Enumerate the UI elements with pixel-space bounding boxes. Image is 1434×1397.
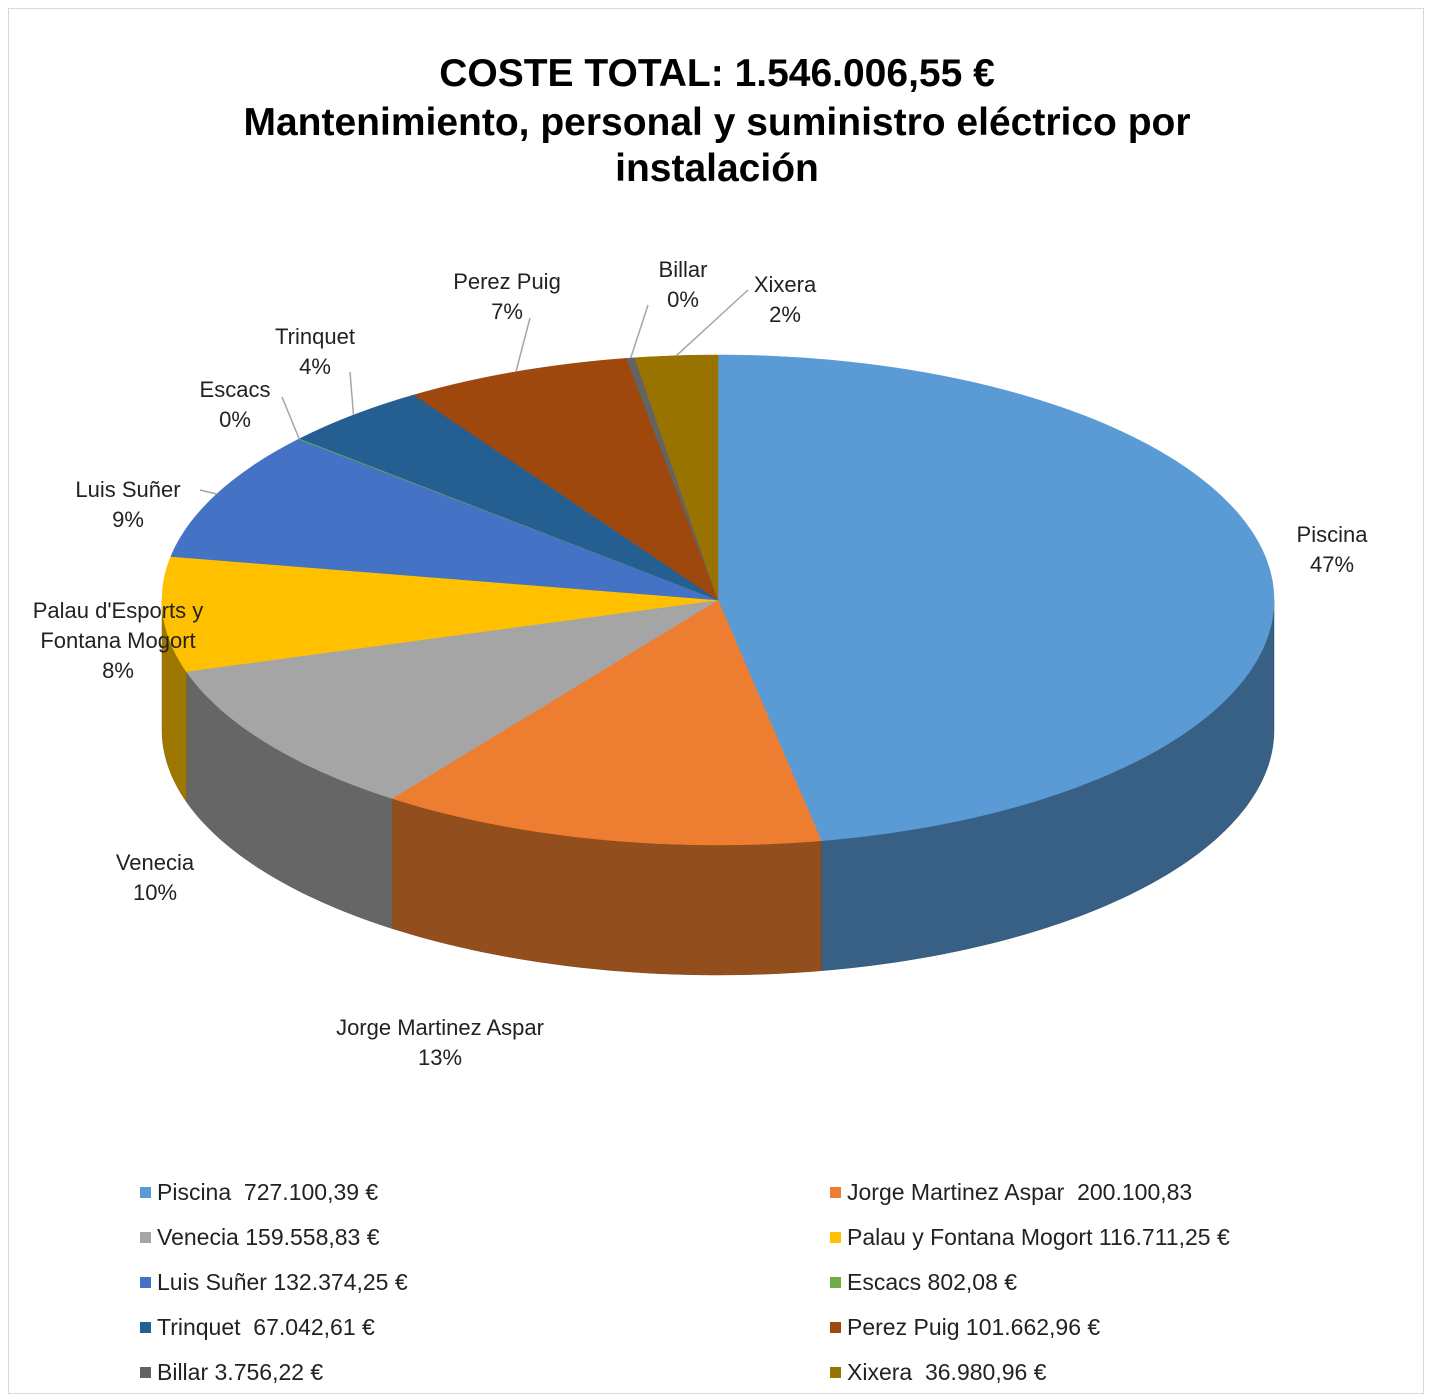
data-label: Xixera 2% — [754, 270, 816, 330]
data-label-name: Escacs — [199, 377, 271, 402]
data-label-name: Billar — [658, 257, 708, 282]
data-label: Venecia 10% — [116, 848, 194, 908]
data-label-value: 9% — [112, 507, 144, 532]
leader-line — [629, 304, 649, 359]
data-label-value: 8% — [102, 658, 134, 683]
data-label-value: 0% — [219, 407, 251, 432]
data-label: Luis Suñer 9% — [75, 475, 180, 535]
leader-line — [675, 289, 749, 357]
data-label-value: 10% — [132, 880, 178, 905]
data-label-name: Trinquet — [275, 324, 355, 349]
data-label-value: 0% — [667, 287, 699, 312]
data-label-value: 2% — [769, 302, 801, 327]
leader-line — [199, 489, 217, 495]
legend-label: Jorge Martinez Aspar 200.100,83 — [847, 1179, 1193, 1205]
data-label-name: Piscina — [1296, 522, 1368, 547]
legend-label: Escacs 802,08 € — [847, 1269, 1018, 1295]
data-label: Piscina 47% — [1297, 520, 1368, 580]
data-label-name: Perez Puig — [453, 269, 561, 294]
legend-label: Billar 3.756,22 € — [157, 1359, 324, 1385]
data-label: Jorge Martinez Aspar 13% — [336, 1013, 544, 1073]
data-label: Perez Puig 7% — [453, 267, 561, 327]
data-label: Escacs 0% — [200, 375, 271, 435]
legend-label: Perez Puig 101.662,96 € — [847, 1314, 1101, 1340]
legend-swatch — [140, 1322, 151, 1333]
legend-swatch — [140, 1187, 151, 1198]
chart-title: COSTE TOTAL: 1.546.006,55 € — [439, 52, 995, 95]
legend-entry: Trinquet 67.042,61 € — [140, 1314, 375, 1341]
legend-swatch — [140, 1277, 151, 1288]
chart-frame — [8, 8, 1424, 1394]
slice — [717, 354, 1275, 841]
slice — [185, 599, 719, 799]
data-label-value: 47% — [1309, 552, 1355, 577]
data-label-name: Venecia — [115, 850, 195, 875]
legend-swatch — [830, 1277, 841, 1288]
legend-swatch — [830, 1232, 841, 1243]
legend-label: Palau y Fontana Mogort 116.711,25 € — [847, 1224, 1230, 1250]
legend-entry: Venecia 159.558,83 € — [140, 1224, 380, 1251]
legend-entry: Xixera 36.980,96 € — [830, 1359, 1046, 1386]
legend-entry: Perez Puig 101.662,96 € — [830, 1314, 1100, 1341]
slice — [391, 599, 822, 846]
legend-swatch — [140, 1367, 151, 1378]
legend-entry: Luis Suñer 132.374,25 € — [140, 1269, 408, 1296]
data-label-name: Palau d'Esports y Fontana Mogort — [32, 598, 204, 653]
legend-entry: Billar 3.756,22 € — [140, 1359, 323, 1386]
data-label: Trinquet 4% — [275, 322, 355, 382]
legend-entry: Escacs 802,08 € — [830, 1269, 1017, 1296]
legend-label: Trinquet 67.042,61 € — [157, 1314, 375, 1340]
legend-label: Xixera 36.980,96 € — [847, 1359, 1047, 1385]
chart-subtitle: Mantenimiento, personal y suministro elé… — [243, 101, 1191, 190]
leader-line — [349, 371, 355, 416]
data-label-name: Luis Suñer — [75, 477, 181, 502]
legend-entry: Piscina 727.100,39 € — [140, 1179, 378, 1206]
data-label-value: 7% — [491, 299, 523, 324]
legend-swatch — [830, 1367, 841, 1378]
leader-line — [515, 317, 531, 372]
legend-label: Piscina 727.100,39 € — [157, 1179, 379, 1205]
data-label-name: Xixera — [753, 272, 817, 297]
data-label: Billar 0% — [659, 255, 708, 315]
legend-label: Venecia 159.558,83 € — [157, 1224, 380, 1250]
legend-swatch — [830, 1322, 841, 1333]
data-label-value: 4% — [299, 354, 331, 379]
legend-entry: Palau y Fontana Mogort 116.711,25 € — [830, 1224, 1230, 1251]
legend-swatch — [830, 1187, 841, 1198]
data-label: Palau d'Esports y Fontana Mogort 8% — [11, 596, 226, 686]
data-label-name: Jorge Martinez Aspar — [336, 1015, 544, 1040]
data-label-value: 13% — [417, 1045, 463, 1070]
slice — [161, 556, 719, 672]
legend-label: Luis Suñer 132.374,25 € — [157, 1269, 408, 1295]
leader-line — [281, 396, 300, 440]
legend-swatch — [140, 1232, 151, 1243]
legend-entry: Jorge Martinez Aspar 200.100,83 — [830, 1179, 1192, 1206]
slice — [170, 438, 719, 601]
